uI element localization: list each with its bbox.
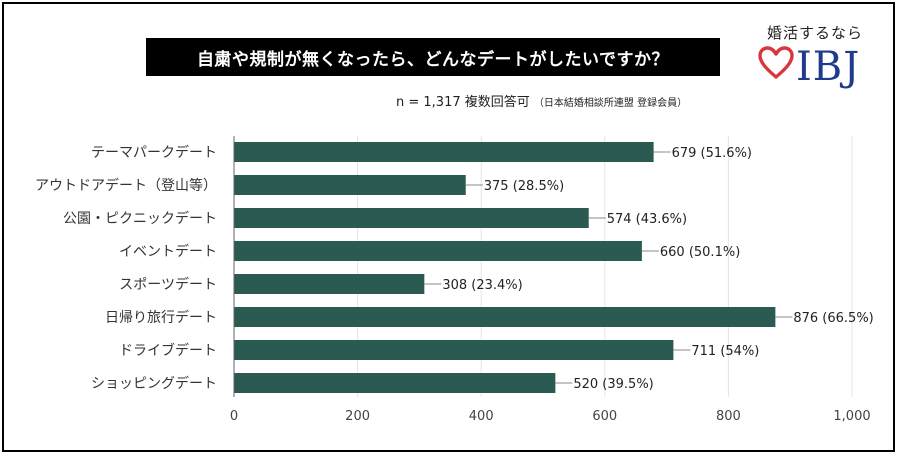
heart-icon (758, 46, 794, 79)
category-label: ドライブデート (119, 342, 217, 359)
logo-text: IBJ (796, 44, 861, 90)
chart-subtitle: n = 1,317 複数回答可 （日本結婚相談所連盟 登録会員） (396, 91, 687, 110)
x-tick-label: 0 (230, 409, 238, 424)
x-tick-label: 200 (345, 409, 370, 424)
x-tick-label: 1,000 (833, 409, 870, 424)
data-label: 660 (50.1%) (660, 245, 740, 260)
chart-title: 自粛や規制が無くなったら、どんなデートがしたいですか？ (146, 38, 720, 76)
bar (234, 373, 556, 393)
category-label: 日帰り旅行デート (105, 309, 217, 326)
bar (234, 142, 654, 162)
bar (234, 307, 776, 327)
bar (234, 175, 466, 195)
x-tick-label: 400 (469, 409, 494, 424)
data-label: 679 (51.6%) (672, 146, 752, 161)
ibj-logo: 婚活するなら IBJ (752, 14, 882, 102)
bar (234, 208, 589, 228)
bar (234, 241, 642, 261)
category-label: テーマパークデート (91, 144, 217, 161)
data-source: （日本結婚相談所連盟 登録会員） (533, 98, 688, 109)
data-label: 375 (28.5%) (484, 179, 564, 194)
logo-tagline: 婚活するなら (767, 24, 864, 42)
data-label: 876 (66.5%) (793, 311, 873, 326)
data-label: 308 (23.4%) (442, 278, 522, 293)
bar (234, 340, 674, 360)
data-label: 574 (43.6%) (607, 212, 687, 227)
data-label: 520 (39.5%) (573, 377, 653, 392)
answer-type: 複数回答可 (464, 95, 530, 110)
x-tick-label: 600 (592, 409, 617, 424)
sample-size: n = 1,317 (396, 95, 461, 110)
data-label: 711 (54%) (691, 344, 759, 359)
category-label: アウトドアデート（登山等） (35, 177, 217, 194)
bar (234, 274, 425, 294)
category-label: スポーツデート (119, 276, 217, 293)
category-label: 公園・ピクニックデート (63, 210, 217, 227)
category-label: イベントデート (119, 243, 217, 260)
x-tick-label: 800 (716, 409, 741, 424)
category-label: ショッピングデート (91, 375, 217, 392)
